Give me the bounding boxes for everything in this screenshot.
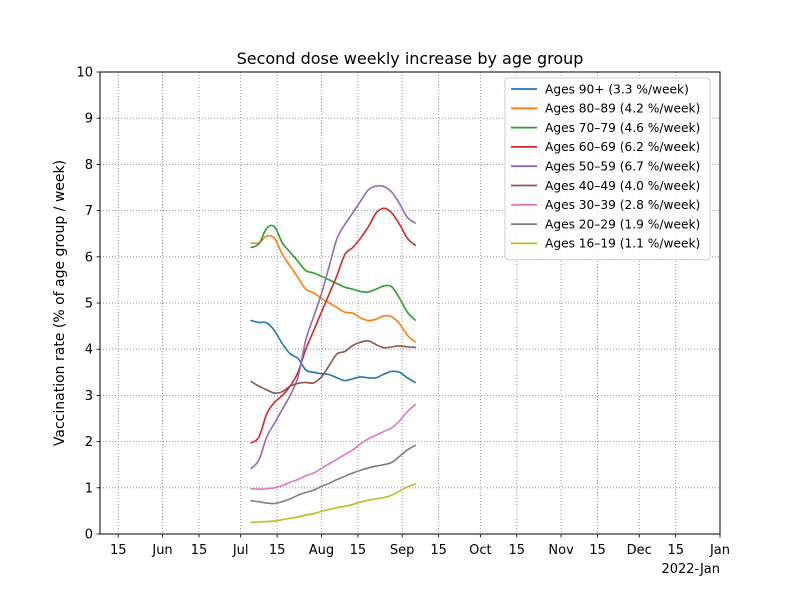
x-tick-label: Jun [151,543,172,558]
x-tick-label: Oct [469,543,491,558]
series-line-6 [250,403,417,490]
chart-title: Second dose weekly increase by age group [237,49,584,68]
y-tick-label: 2 [85,435,93,450]
x-tick-label: 15 [191,543,208,558]
y-tick-label: 4 [85,343,93,358]
legend-entry: Ages 16–19 (1.1 %/week) [545,237,700,251]
x-axis-offset-label: 2022-Jan [661,562,720,577]
x-tick-label: 15 [509,543,526,558]
legend-entry: Ages 50–59 (6.7 %/week) [545,160,700,174]
legend-entry: Ages 60–69 (6.2 %/week) [545,140,700,154]
legend-entry: Ages 70–79 (4.6 %/week) [545,121,700,135]
legend-entry: Ages 20–29 (1.9 %/week) [545,217,700,231]
y-tick-label: 6 [85,250,93,265]
y-tick-label: 10 [76,66,93,81]
y-tick-label: 1 [85,481,93,496]
legend: Ages 90+ (3.3 %/week) Ages 80–89 (4.2 %/w… [504,77,711,261]
series-line-1 [250,234,417,343]
y-axis-label: Vaccination rate (% of age group / week) [52,160,68,446]
y-tick-label: 8 [85,158,93,173]
series-line-0 [250,319,417,384]
series-line-4 [250,184,417,470]
x-tick-label: Dec [627,543,652,558]
series-line-3 [250,207,417,444]
series-line-5 [250,339,417,394]
series-line-2 [250,224,417,321]
series-lines [250,184,417,524]
y-tick-label: 7 [85,204,93,219]
x-tick-label: 15 [589,543,606,558]
legend-entry: Ages 30–39 (2.8 %/week) [545,198,700,212]
y-tick-label: 3 [85,389,93,404]
x-tick-label: Aug [309,543,334,558]
x-tick-label: 15 [430,543,447,558]
x-tick-label: 15 [350,543,367,558]
legend-entry: Ages 40–49 (4.0 %/week) [545,179,700,193]
axis-ticks: 0 1 2 3 4 5 6 7 8 9 10 15 Jun 15 Jul 15 Aug 15 Sep 15 Oct 15 N… [76,66,730,559]
x-tick-label: 15 [269,543,286,558]
x-tick-label: Jul [232,543,249,558]
series-line-8 [250,483,417,524]
x-tick-label: Sep [390,543,415,558]
legend-entry: Ages 90+ (3.3 %/week) [545,82,689,96]
x-tick-label: Jan [709,543,730,558]
x-tick-label: 15 [110,543,127,558]
y-tick-label: 5 [85,297,93,312]
legend-entry: Ages 80–89 (4.2 %/week) [545,102,700,116]
x-tick-label: Nov [548,543,574,558]
legend-box [504,77,711,261]
x-tick-label: 15 [667,543,684,558]
series-line-7 [250,444,417,505]
y-tick-label: 9 [85,112,93,127]
y-tick-label: 0 [85,528,93,543]
